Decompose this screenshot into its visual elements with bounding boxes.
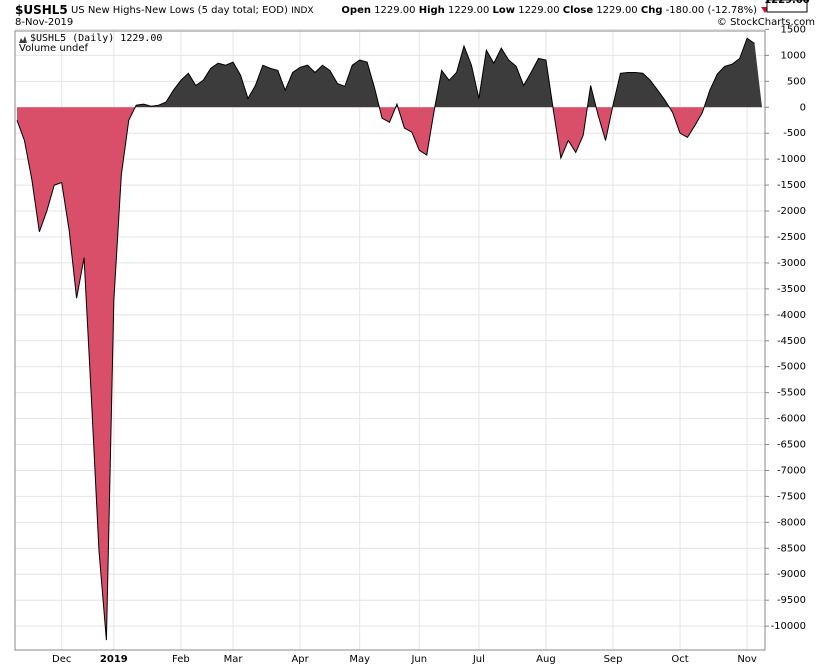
area-negative	[17, 107, 705, 641]
x-tick-label: 2019	[100, 654, 128, 665]
low-label: Low	[493, 5, 515, 16]
y-tick-label: -8000	[777, 517, 806, 528]
chg-label: Chg	[641, 5, 663, 16]
x-tick-label: Nov	[737, 654, 757, 665]
y-tick-label: -4500	[777, 336, 806, 347]
y-tick-label: -4000	[777, 310, 806, 321]
chart-header: $USHL5 US New Highs-New Lows (5 day tota…	[15, 3, 314, 17]
area-positive	[17, 38, 762, 108]
chg: -180.00 (-12.78%)	[666, 5, 757, 16]
plot	[15, 28, 765, 650]
y-tick-label: -2000	[777, 206, 806, 217]
x-tick-label: Feb	[172, 654, 190, 665]
credit: © StockCharts.com	[717, 17, 815, 28]
y-tick-label: -9500	[777, 595, 806, 606]
low: 1229.00	[518, 5, 559, 16]
volume-label: Volume undef	[19, 43, 89, 54]
y-tick-label: -2500	[777, 232, 806, 243]
close: 1229.00	[596, 5, 637, 16]
y-tick-label: -9000	[777, 569, 806, 580]
x-tick-label: Oct	[671, 654, 688, 665]
y-tick-label: -3000	[777, 258, 806, 269]
y-tick-label: -6500	[777, 440, 806, 451]
last-value-label: 1229.00	[764, 0, 810, 6]
y-tick-label: -10000	[771, 621, 806, 632]
x-tick-label: Sep	[604, 654, 623, 665]
x-tick-label: Mar	[224, 654, 244, 665]
y-tick-label: -6000	[777, 414, 806, 425]
quote: Open 1229.00 High 1229.00 Low 1229.00 Cl…	[341, 5, 757, 16]
high-label: High	[419, 5, 445, 16]
y-tick-label: 0	[800, 102, 806, 113]
y-tick-label: -7500	[777, 491, 806, 502]
legend-icon	[19, 36, 27, 43]
date: 8-Nov-2019	[15, 17, 73, 28]
y-tick-label: -1500	[777, 180, 806, 191]
exchange: INDX	[291, 6, 313, 16]
y-tick-label: 1500	[781, 24, 806, 35]
x-tick-label: Dec	[52, 654, 71, 665]
description: US New Highs-New Lows (5 day total; EOD)	[71, 5, 288, 16]
y-tick-label: 1000	[781, 50, 806, 61]
x-tick-label: May	[349, 654, 370, 665]
open-label: Open	[341, 5, 371, 16]
last-value-box	[766, 0, 808, 13]
y-tick-label: -5000	[777, 362, 806, 373]
legend-entry: $USHL5 (Daily) 1229.00	[30, 33, 162, 44]
close-label: Close	[563, 5, 594, 16]
y-tick-label: -1000	[777, 154, 806, 165]
y-tick-label: -3500	[777, 284, 806, 295]
high: 1229.00	[448, 5, 489, 16]
x-tick-label: Jun	[410, 654, 427, 665]
y-tick-label: -8500	[777, 543, 806, 554]
y-tick-label: -500	[783, 128, 806, 139]
x-tick-label: Aug	[536, 654, 556, 665]
x-tick-label: Apr	[291, 654, 309, 665]
y-tick-label: 500	[787, 76, 806, 87]
x-tick-label: Jul	[472, 654, 485, 665]
y-tick-label: -5500	[777, 388, 806, 399]
open: 1229.00	[374, 5, 415, 16]
y-tick-label: -7000	[777, 465, 806, 476]
line	[16, 37, 755, 641]
symbol: $USHL5	[15, 3, 68, 17]
